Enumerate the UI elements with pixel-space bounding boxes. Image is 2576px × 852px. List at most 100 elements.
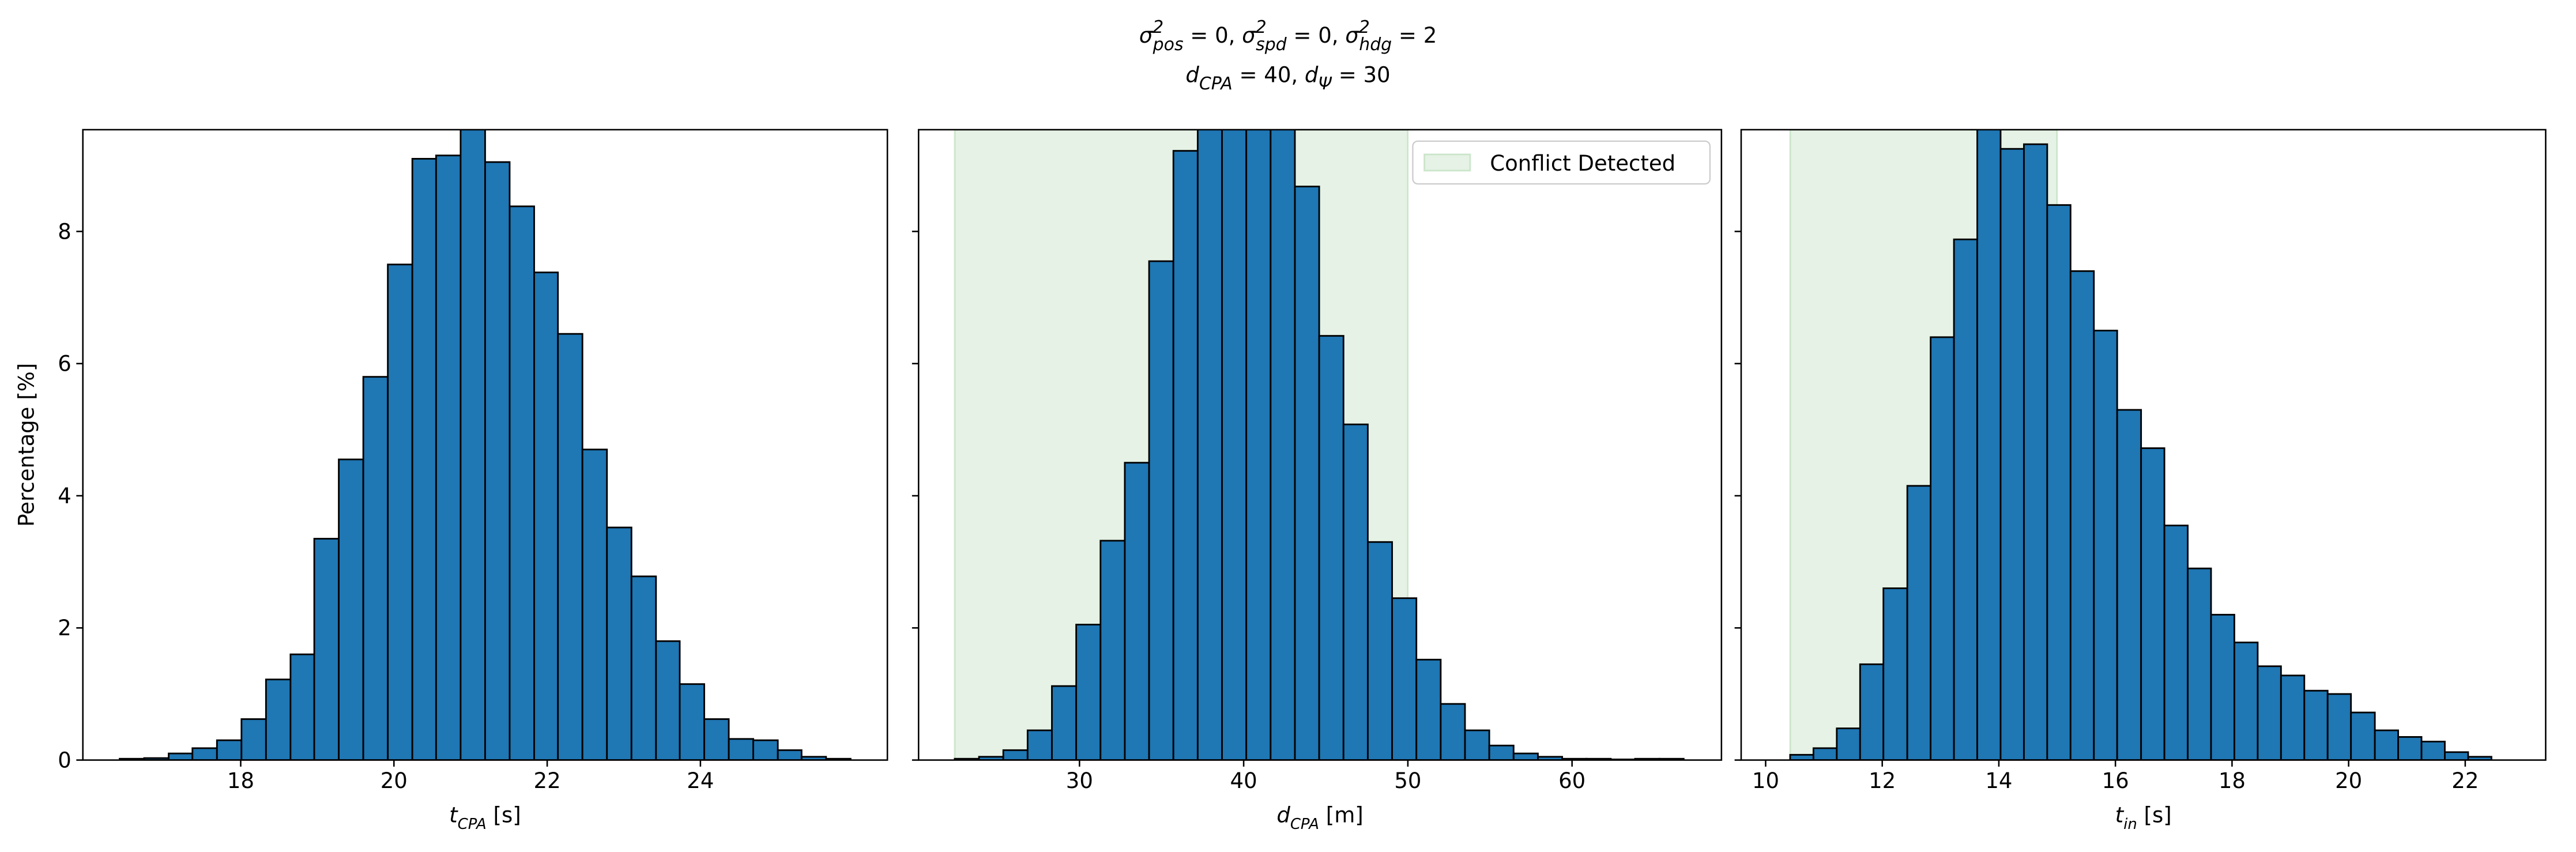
bar bbox=[2467, 756, 2492, 760]
figure-title: σ2 pos = 0, σ2 spd = 0, σ2 hdg = 2 bbox=[1139, 17, 1437, 55]
bar bbox=[1488, 744, 1515, 760]
bar bbox=[1270, 129, 1296, 760]
bar bbox=[2350, 711, 2376, 760]
y-tick-label: 8 bbox=[58, 219, 71, 244]
plot-area bbox=[954, 129, 1685, 760]
bar bbox=[1906, 485, 1932, 760]
bar bbox=[2280, 674, 2306, 760]
text-part: CPA bbox=[1290, 816, 1319, 833]
bar bbox=[1859, 663, 1885, 760]
x-tick-label: 10 bbox=[1752, 768, 1779, 793]
bar bbox=[1440, 703, 1466, 760]
text-part: in bbox=[2123, 816, 2137, 833]
x-tick-label: 14 bbox=[1985, 768, 2012, 793]
bar bbox=[2444, 751, 2469, 760]
bar bbox=[240, 718, 267, 760]
text-part: σ bbox=[1242, 23, 1256, 48]
bar bbox=[1464, 729, 1490, 760]
bar bbox=[1391, 597, 1418, 760]
x-tick-label: 16 bbox=[2102, 768, 2129, 793]
bar bbox=[411, 157, 437, 760]
bar bbox=[533, 272, 559, 760]
bar bbox=[1099, 540, 1126, 760]
bar bbox=[2210, 613, 2235, 760]
bar bbox=[2140, 447, 2166, 760]
text-part: d bbox=[1185, 62, 1199, 87]
legend-patch bbox=[1423, 153, 1471, 172]
bar bbox=[435, 154, 462, 760]
text-part: 2 bbox=[1256, 17, 1267, 37]
figure-title: dCPA = 40, dΨ = 30 bbox=[1185, 62, 1390, 94]
bar bbox=[728, 738, 754, 760]
bar bbox=[752, 739, 779, 760]
text-part: pos bbox=[1153, 35, 1184, 55]
axes-frame bbox=[1740, 129, 2547, 761]
bar bbox=[1196, 129, 1223, 760]
bar bbox=[460, 129, 486, 760]
bar bbox=[703, 718, 730, 760]
text-part: [s] bbox=[2137, 803, 2172, 828]
bar bbox=[2257, 665, 2282, 760]
bar bbox=[2326, 693, 2352, 760]
bar bbox=[1789, 753, 1814, 760]
y-tick-label: 6 bbox=[58, 352, 71, 376]
bar bbox=[338, 458, 364, 760]
text-part: 2 bbox=[1153, 17, 1163, 37]
text-part: = 0, bbox=[1184, 23, 1242, 48]
bar bbox=[679, 683, 705, 760]
bar bbox=[484, 161, 511, 760]
plot-area bbox=[1789, 129, 2492, 760]
x-tick-label: 20 bbox=[2335, 768, 2362, 793]
bar bbox=[1976, 129, 2002, 760]
text-part: CPA bbox=[458, 816, 487, 833]
x-axis-label: tCPA [s] bbox=[449, 803, 521, 833]
bar bbox=[2093, 330, 2118, 760]
bar bbox=[2234, 642, 2259, 760]
bar bbox=[1026, 729, 1053, 760]
bar bbox=[2187, 567, 2212, 760]
bar bbox=[1221, 129, 1248, 760]
legend-label: Conflict Detected bbox=[1490, 151, 1675, 176]
text-part: t bbox=[449, 803, 458, 828]
text-part: = 2 bbox=[1392, 23, 1437, 48]
text-part: σ bbox=[1139, 23, 1154, 48]
bar bbox=[655, 640, 681, 760]
plot-area bbox=[119, 129, 852, 760]
text-part: CPA bbox=[1199, 74, 1233, 94]
bar bbox=[1415, 658, 1442, 760]
bar bbox=[2163, 525, 2189, 760]
text-part: d bbox=[1276, 803, 1290, 828]
x-tick-label: 20 bbox=[381, 768, 408, 793]
y-axis-label: Percentage [%] bbox=[14, 363, 39, 527]
bar bbox=[1002, 749, 1029, 760]
bar bbox=[265, 678, 292, 760]
axes-frame bbox=[917, 129, 1723, 761]
x-tick-label: 22 bbox=[2451, 768, 2479, 793]
bar bbox=[1882, 587, 1908, 760]
text-part: t bbox=[2115, 803, 2125, 828]
text-part: hdg bbox=[1359, 35, 1392, 55]
text-part: = 0, bbox=[1287, 23, 1346, 48]
bar bbox=[2303, 689, 2329, 760]
bar bbox=[1172, 150, 1199, 760]
text-part: [m] bbox=[1319, 803, 1364, 828]
text-part: σ bbox=[1345, 23, 1359, 48]
bar bbox=[1245, 129, 1272, 760]
text-part: d bbox=[1305, 62, 1319, 87]
bar bbox=[2397, 736, 2423, 760]
bar bbox=[2116, 409, 2142, 760]
bar bbox=[2069, 270, 2095, 760]
bar bbox=[1366, 541, 1393, 760]
x-tick-label: 50 bbox=[1394, 768, 1421, 793]
bar bbox=[581, 448, 608, 760]
bar bbox=[216, 739, 243, 760]
y-tick-label: 0 bbox=[58, 748, 71, 772]
x-tick-label: 30 bbox=[1066, 768, 1093, 793]
bar bbox=[313, 538, 340, 760]
bar bbox=[1342, 423, 1369, 760]
bar bbox=[2374, 729, 2400, 760]
text-part: [s] bbox=[487, 803, 521, 828]
bar bbox=[2420, 741, 2446, 760]
